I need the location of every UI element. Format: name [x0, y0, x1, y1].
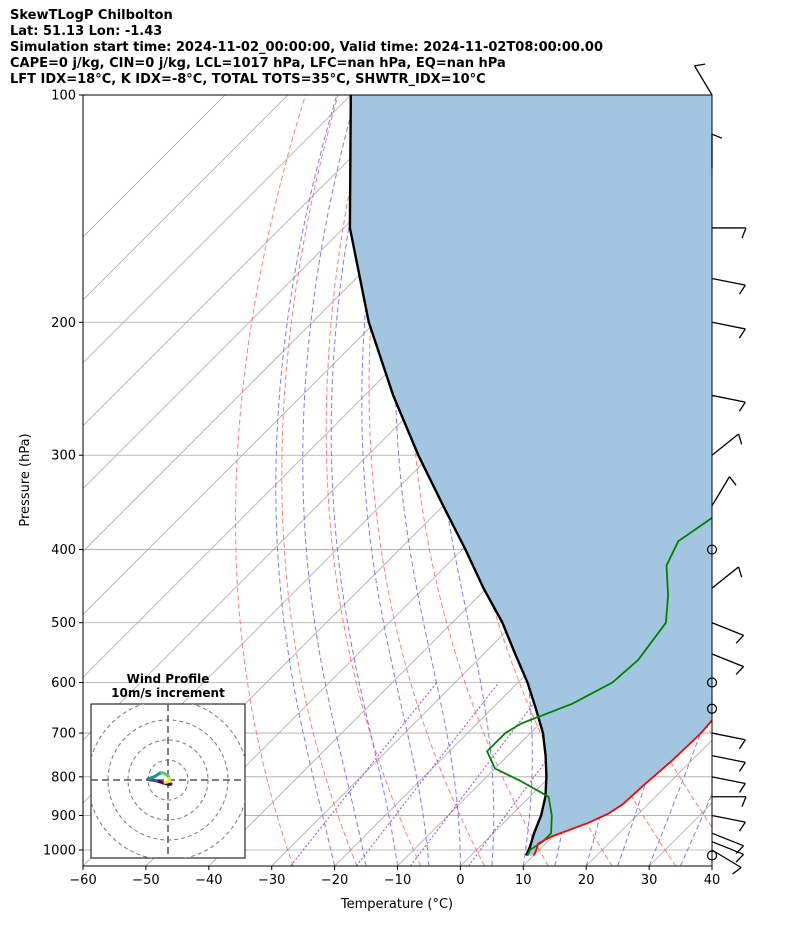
wind-barb	[711, 732, 746, 750]
y-tick-label: 900	[51, 809, 76, 824]
wind-barb	[711, 653, 745, 675]
isotherm-line	[83, 95, 226, 238]
x-axis-label: Temperature (°C)	[340, 897, 453, 912]
wind-barb-calm	[706, 544, 718, 555]
moist-adiabat-line	[361, 95, 430, 866]
dry-adiabat-line	[281, 95, 358, 866]
wind-barb	[711, 433, 743, 456]
y-tick-label: 700	[51, 727, 76, 742]
hodograph-subtitle: 10m/s increment	[111, 686, 225, 700]
wind-barb	[712, 796, 747, 807]
wind-barb	[711, 394, 746, 412]
wind-barb	[711, 755, 746, 772]
mixing-ratio-line	[409, 682, 551, 866]
wind-barbs	[693, 63, 747, 875]
moist-adiabat-line	[394, 95, 461, 866]
isotherm-line	[334, 488, 712, 866]
moist-adiabat-line	[617, 95, 700, 866]
time-line: Simulation start time: 2024-11-02_00:00:…	[10, 40, 603, 55]
wind-barb-calm	[706, 850, 718, 861]
x-tick-label: −50	[132, 873, 159, 888]
mixing-ratio-line	[290, 682, 438, 866]
wind-barb	[711, 622, 745, 644]
wind-barb	[711, 832, 745, 855]
wind-barb	[711, 321, 746, 339]
wind-barb	[711, 814, 746, 832]
isotherm-line	[775, 95, 794, 866]
isotherm-line	[83, 95, 414, 427]
wind-barb	[693, 63, 713, 96]
wind-barb	[711, 277, 746, 295]
profile-lines	[348, 95, 712, 856]
y-tick-label: 1000	[43, 844, 76, 859]
y-tick-label: 400	[51, 543, 76, 558]
indices-line: LFT IDX=18°C, K IDX=-8°C, TOTAL TOTS=35°…	[10, 72, 486, 87]
y-tick-label: 300	[51, 449, 76, 464]
cin-area	[349, 95, 712, 856]
x-tick-label: −60	[69, 873, 96, 888]
isotherm-line	[711, 865, 712, 866]
y-tick-label: 600	[51, 676, 76, 691]
y-axis-label: Pressure (hPa)	[18, 433, 33, 526]
parcel-profile-line	[348, 95, 548, 856]
isotherm-line	[83, 95, 352, 364]
location-line: Lat: 51.13 Lon: -1.43	[10, 24, 163, 39]
moist-adiabat-line	[711, 864, 712, 866]
hodograph-plot	[91, 704, 245, 858]
dry-adiabat-line	[729, 95, 794, 866]
moist-adiabat-line	[680, 792, 712, 866]
moist-adiabat-line	[648, 699, 712, 866]
y-tick-label: 500	[51, 616, 76, 631]
wind-barb	[711, 566, 743, 589]
moist-adiabat-line	[275, 95, 338, 866]
x-tick-label: −40	[195, 873, 222, 888]
dry-adiabat-line	[368, 95, 485, 866]
axes: −60 −50 −40 −30 −20 −10 0 10 20 30 40 1000 900 800 700…	[43, 89, 720, 889]
wind-barb	[711, 776, 746, 793]
wind-barb	[711, 476, 737, 507]
wind-barb	[712, 227, 747, 239]
moist-adiabat-line	[302, 95, 367, 866]
dewpoint-line	[486, 516, 712, 856]
dry-adiabat-line	[325, 95, 422, 866]
x-tick-label: −10	[384, 873, 411, 888]
x-tick-label: 30	[641, 873, 658, 888]
y-tick-label: 100	[51, 89, 76, 104]
header: SkewTLogP Chilbolton Lat: 51.13 Lon: -1.…	[10, 8, 790, 88]
x-tick-label: −20	[321, 873, 348, 888]
wind-barb	[711, 849, 742, 875]
isotherm-line	[83, 95, 477, 490]
x-tick-label: −30	[258, 873, 285, 888]
chart-title: SkewTLogP Chilbolton	[10, 8, 173, 23]
wind-barb	[711, 133, 723, 169]
moist-adiabat-line	[330, 95, 398, 866]
x-tick-label: 10	[515, 873, 532, 888]
wind-barb-calm	[706, 703, 718, 714]
x-tick-label: 20	[578, 873, 595, 888]
cape-cin-fill	[349, 95, 712, 856]
cape-line: CAPE=0 j/kg, CIN=0 j/kg, LCL=1017 hPa, L…	[10, 56, 506, 71]
dry-adiabat-line	[762, 95, 794, 866]
temperature-line	[532, 718, 712, 856]
y-tick-label: 800	[51, 770, 76, 785]
y-tick-label: 200	[51, 316, 76, 331]
wind-barb-calm	[706, 677, 718, 688]
dry-adiabat-line	[235, 95, 306, 866]
isotherm-line	[397, 550, 712, 866]
hodograph-title: Wind Profile	[127, 672, 210, 686]
isotherm-line	[83, 95, 289, 301]
x-tick-label: 40	[704, 873, 721, 888]
x-tick-label: 0	[456, 873, 464, 888]
